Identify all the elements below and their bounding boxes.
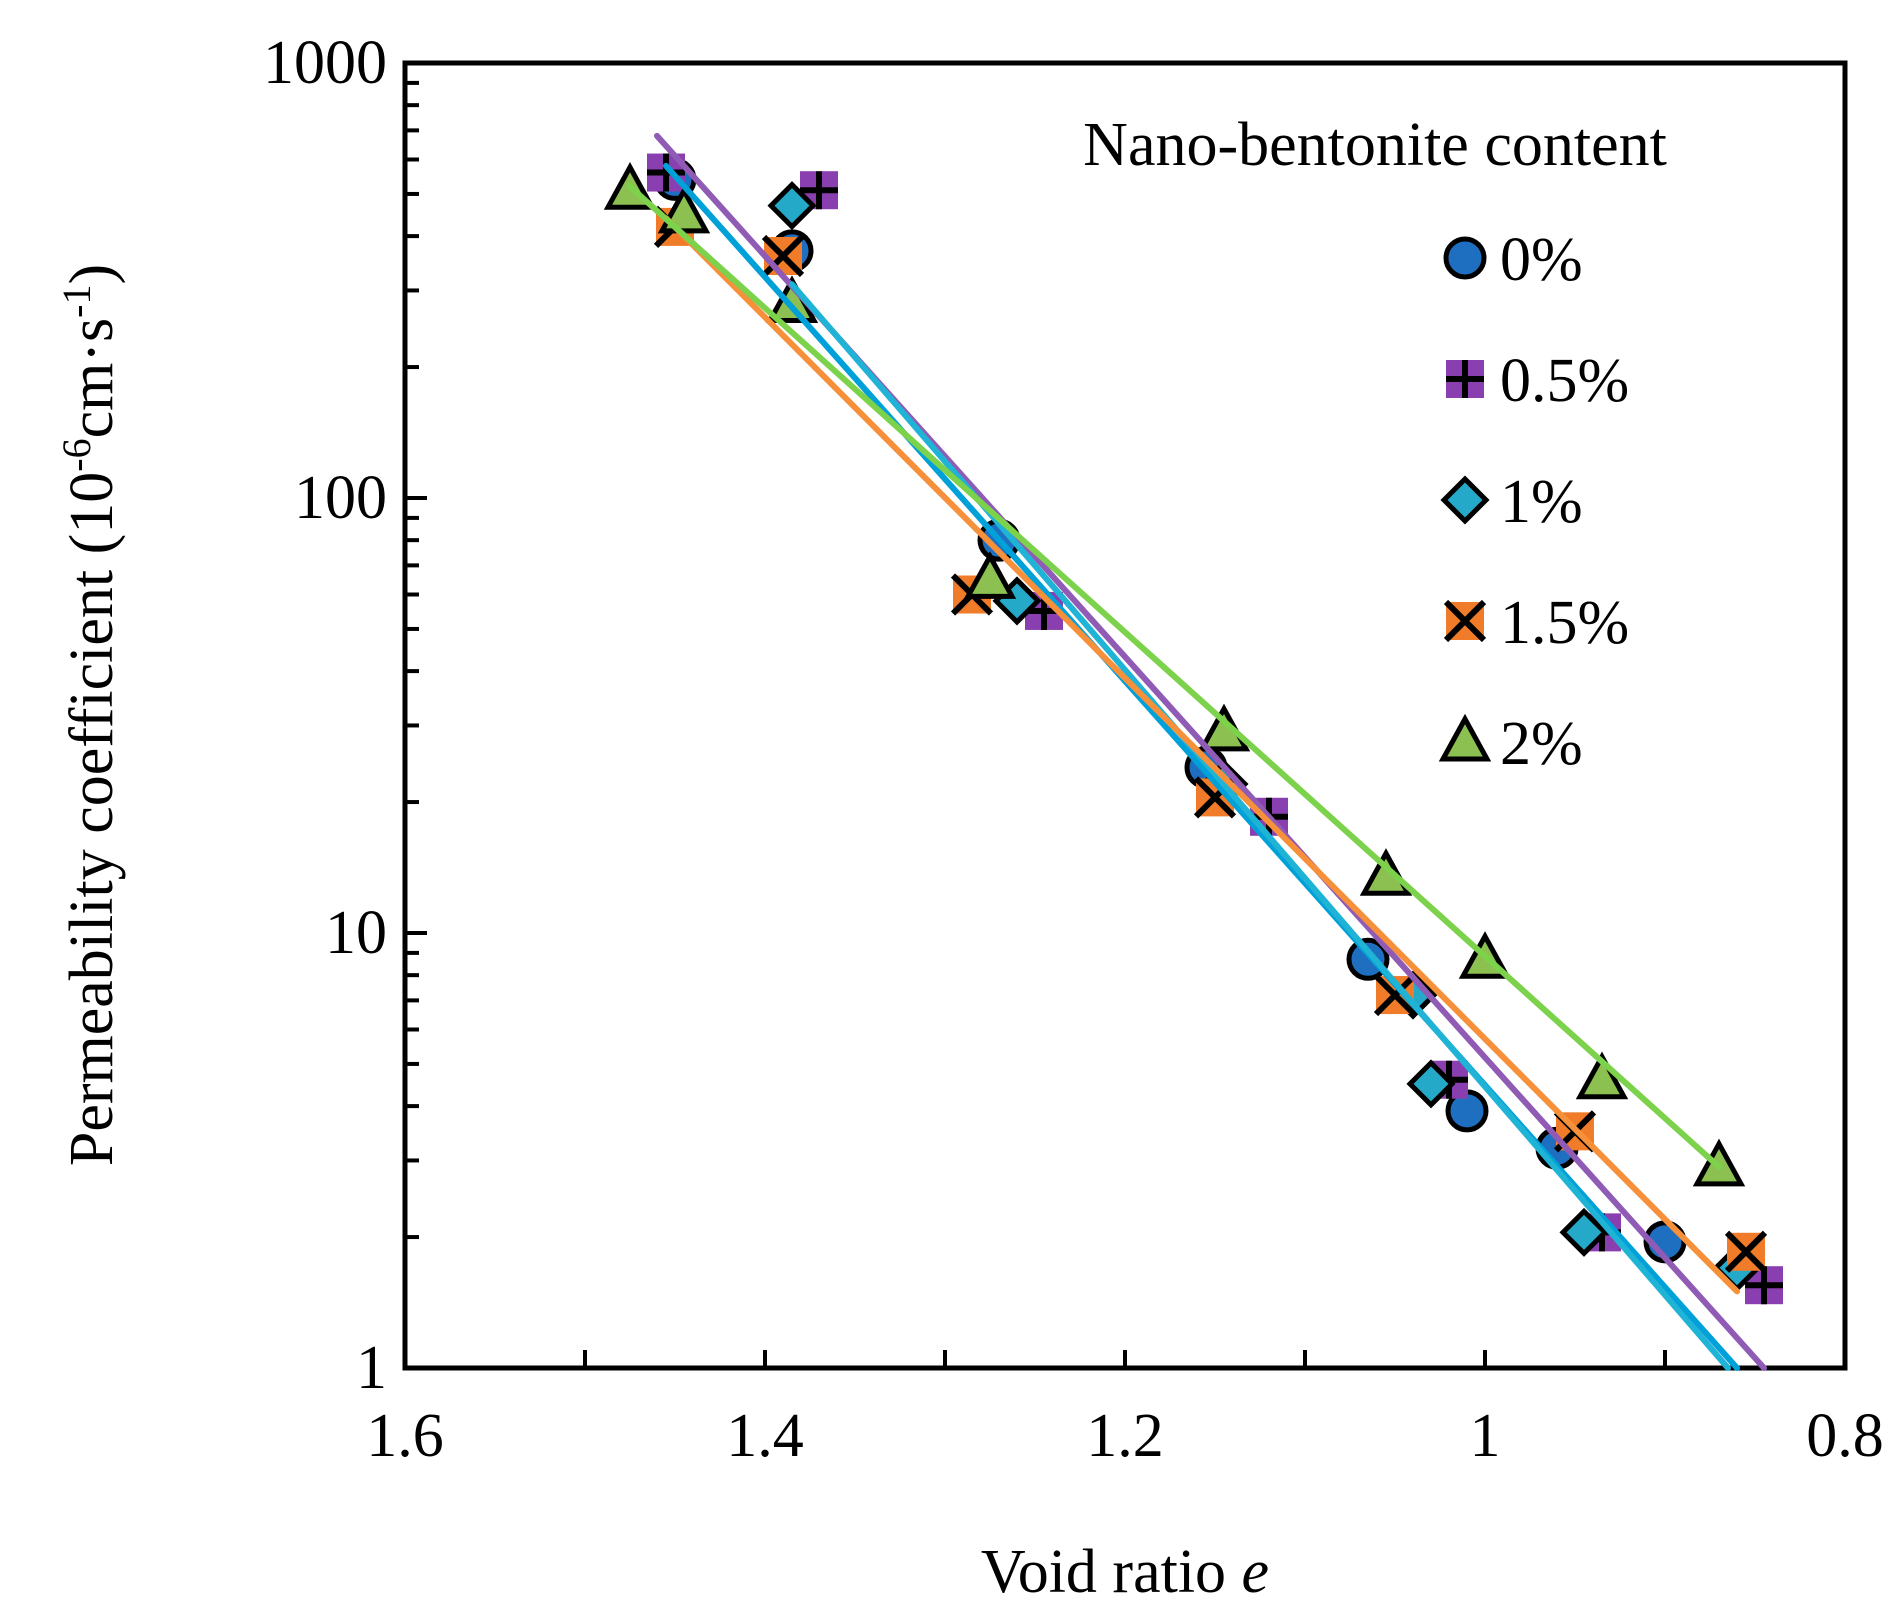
marker-diamond: [1559, 1207, 1609, 1257]
marker-triangle: [1438, 713, 1492, 762]
y-axis-title: Permeability coefficient (10-6cm·s-1): [54, 264, 126, 1166]
data-point: [963, 551, 1017, 599]
marker-triangle: [657, 185, 711, 234]
x-tick-label: 1: [1470, 1402, 1501, 1470]
marker-triangle: [1575, 1051, 1629, 1100]
data-point: [1724, 1230, 1768, 1273]
marker-triangle: [1359, 848, 1413, 896]
marker-diamond: [767, 181, 817, 231]
marker-cross: [1373, 973, 1417, 1017]
marker-cross: [761, 234, 805, 278]
data-point: [761, 234, 805, 278]
y-tick-label: 100: [294, 464, 387, 532]
y-tick-label: 1: [356, 1334, 387, 1402]
legend-label: 2%: [1500, 710, 1583, 778]
data-point: [1406, 1059, 1456, 1109]
marker-plus: [647, 153, 685, 192]
data-point: [1575, 1051, 1629, 1100]
marker-cross: [1443, 599, 1487, 643]
x-tick-label: 1.6: [366, 1402, 444, 1470]
x-tick-label: 1.2: [1086, 1402, 1164, 1470]
legend: Nano-bentonite content 0% 0.5% 1% 1.5% 2%: [1083, 111, 1667, 778]
axis-ticks: 1.6 1.4 1.2 1 0.8 1 10 100 1000: [263, 29, 1884, 1470]
marker-diamond: [1406, 1059, 1456, 1109]
data-point: [767, 181, 817, 231]
legend-marker: [1440, 475, 1490, 525]
legend-marker: [1446, 360, 1484, 398]
marker-diamond: [1440, 475, 1490, 525]
plot-frame: [402, 60, 1848, 1371]
marker-circle: [1443, 236, 1487, 280]
legend-marker: [1443, 599, 1487, 643]
marker-plus: [1446, 360, 1484, 398]
marker-triangle: [1197, 703, 1251, 752]
data-point: [657, 185, 711, 234]
data-point: [1559, 1207, 1609, 1257]
trend-line: [789, 281, 1731, 1371]
data-point: [1745, 1266, 1783, 1305]
legend-label: 0%: [1500, 226, 1583, 294]
legend-marker: [1443, 236, 1487, 280]
x-tick-label: 1.4: [726, 1402, 804, 1470]
data-point: [1359, 848, 1413, 896]
y-tick-label: 10: [325, 899, 387, 967]
legend-label: 0.5%: [1500, 347, 1629, 415]
data-point: [1197, 703, 1251, 752]
marker-plus: [800, 171, 838, 210]
legend-label: 1%: [1500, 468, 1583, 536]
legend-title: Nano-bentonite content: [1083, 111, 1667, 179]
y-tick-label: 1000: [263, 29, 387, 97]
trend-line: [627, 183, 1722, 1170]
marker-plus: [1745, 1266, 1783, 1305]
legend-label: 1.5%: [1500, 589, 1629, 657]
trend-line: [663, 215, 1740, 1295]
marker-cross: [1724, 1230, 1768, 1273]
x-tick-label: 0.8: [1806, 1402, 1884, 1470]
marker-triangle: [963, 551, 1017, 599]
legend-marker: [1438, 713, 1492, 762]
x-axis-title: Void ratio e: [981, 1538, 1269, 1606]
